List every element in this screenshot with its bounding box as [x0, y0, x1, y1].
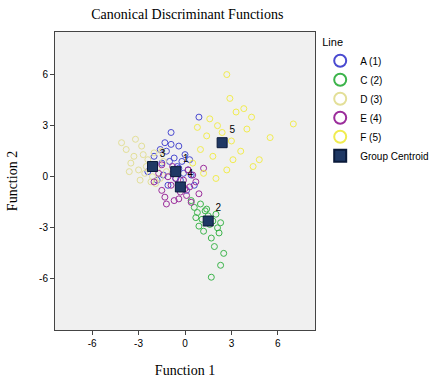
svg-text:Group Centroid: Group Centroid — [360, 151, 428, 162]
svg-text:0: 0 — [42, 171, 48, 182]
svg-text:3: 3 — [42, 120, 48, 131]
svg-text:A (1): A (1) — [360, 56, 381, 67]
svg-text:6: 6 — [42, 69, 48, 80]
svg-text:D (3): D (3) — [360, 94, 382, 105]
svg-text:Function 1: Function 1 — [155, 363, 215, 378]
svg-text:2: 2 — [215, 202, 221, 213]
svg-text:-6: -6 — [39, 273, 48, 284]
svg-text:E (4): E (4) — [360, 113, 382, 124]
svg-text:3: 3 — [160, 148, 166, 159]
svg-text:4: 4 — [188, 168, 194, 179]
svg-text:Canonical Discriminant Functio: Canonical Discriminant Functions — [91, 7, 283, 22]
svg-text:5: 5 — [229, 124, 235, 135]
svg-text:0: 0 — [182, 338, 188, 349]
svg-text:3: 3 — [229, 338, 235, 349]
svg-text:C (2): C (2) — [360, 75, 382, 86]
svg-text:1: 1 — [183, 153, 189, 164]
svg-text:-3: -3 — [39, 222, 48, 233]
svg-text:-6: -6 — [88, 338, 97, 349]
svg-text:Function 2: Function 2 — [5, 151, 20, 211]
svg-text:-3: -3 — [134, 338, 143, 349]
svg-text:Line: Line — [322, 36, 343, 48]
svg-text:F (5): F (5) — [360, 132, 381, 143]
svg-text:6: 6 — [275, 338, 281, 349]
